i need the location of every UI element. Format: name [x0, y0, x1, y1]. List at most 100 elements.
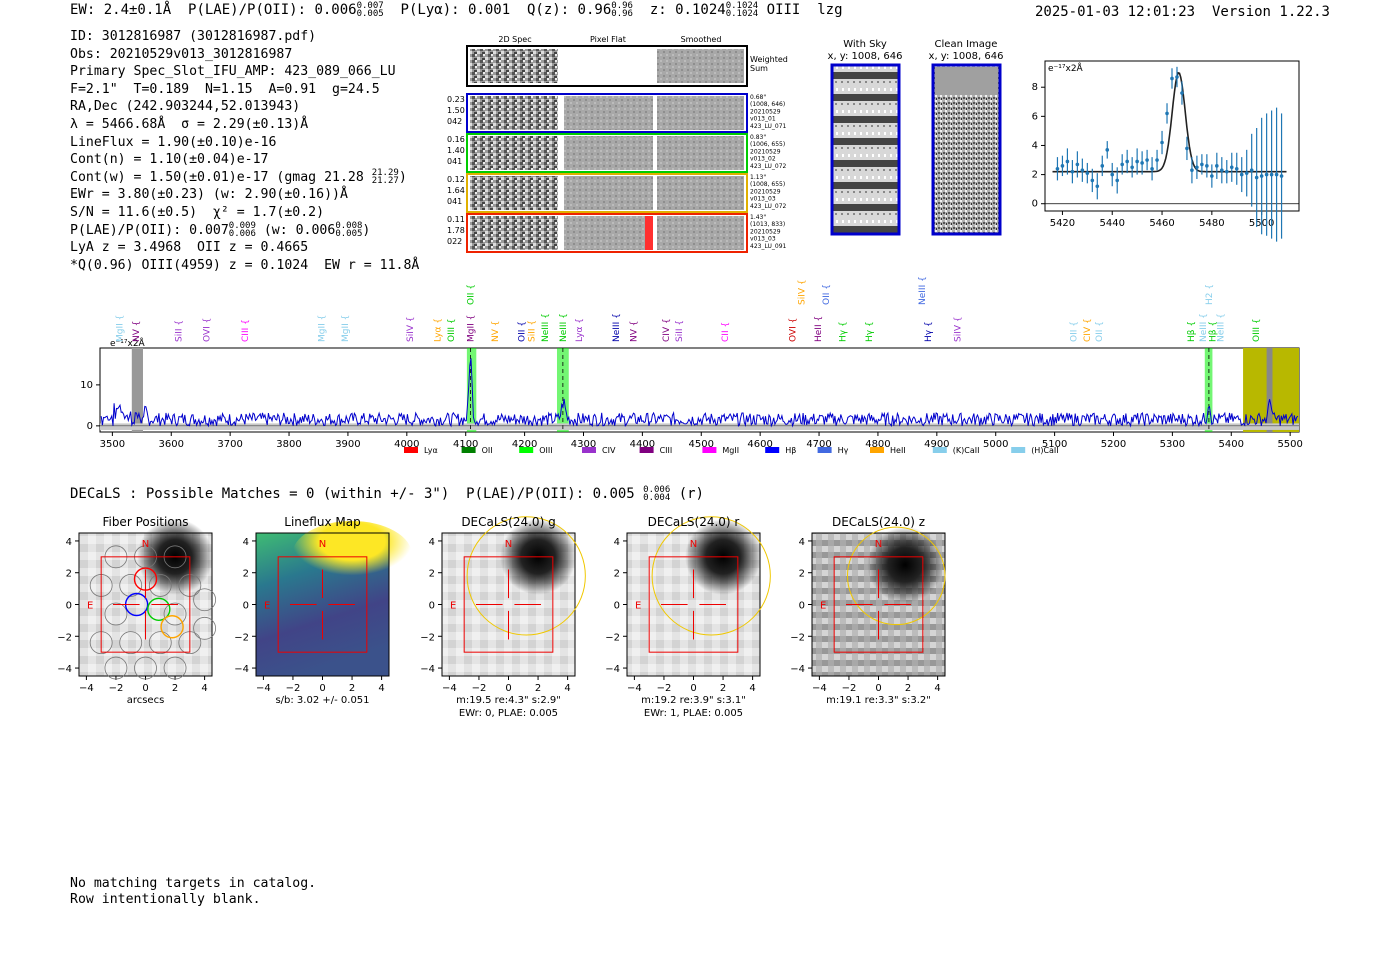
timestamp: 2025-01-03 12:01:23: [1034, 4, 1196, 20]
decals-caption: m:19.5 re:4.3" s:2.9": [456, 695, 561, 706]
info-params: F=2.1" T=0.189 N=1.15 A=0.91 g=24.5: [70, 81, 380, 97]
spectrum-xtick-label: 5100: [1042, 439, 1067, 450]
info-radec: RA,Dec (242.903244,52.013943): [70, 99, 301, 115]
header-q-sub: 0.96: [611, 9, 633, 19]
decals-ytick-label: −4: [605, 664, 620, 675]
decals-xtick-label: −4: [256, 683, 271, 694]
cutout-smoothed: [657, 136, 744, 170]
decals-xtick-label: −2: [109, 683, 124, 694]
cutout-right-label: (1013, 833): [750, 221, 785, 228]
line-fit-point: [1070, 169, 1075, 174]
cutout-right-label: 1.13": [750, 174, 766, 181]
line-fit-point: [1075, 162, 1080, 167]
decals-ytick-label: 2: [429, 569, 435, 580]
header-q: Q(z): 0.96: [526, 2, 612, 18]
line-fit-point: [1220, 168, 1224, 173]
spectrum-xtick-label: 3500: [100, 439, 125, 450]
legend-swatch: [639, 447, 654, 453]
decals-panel: −4 −4 −2 −2 0 0 2 2 4 4 N E Lineflux Map s/b: 3.02 +/…: [234, 515, 413, 706]
decals-xtick-label: 0: [505, 683, 511, 694]
decals-caption-2: EWr: 0, PLAE: 0.005: [459, 708, 558, 719]
cutout-right-label: 423_LU_071: [750, 123, 787, 130]
legend-swatch: [932, 447, 947, 453]
spectrum-line-label: CIV {: [662, 318, 672, 342]
spectrum-xtick-label: 5500: [1277, 439, 1302, 450]
sky-images: With Sky x, y: 1008, 646 Clean Image x, …: [828, 39, 1004, 236]
search-box: [463, 556, 554, 653]
spectrum-line-label: OII {: [466, 284, 476, 305]
header-ew: EW: 2.4±0.1Å: [70, 2, 172, 18]
decals-xtick-label: 2: [535, 683, 541, 694]
line-fit-point: [1180, 91, 1184, 95]
fiber-outline: [119, 631, 143, 655]
line-fit-point: [1065, 159, 1070, 164]
decals-panel-title: DECaLS(24.0) z: [832, 515, 925, 529]
line-fit-point: [1125, 159, 1129, 164]
legend-swatch: [404, 447, 418, 453]
decals-xtick-label: 4: [378, 683, 384, 694]
spectrum-line-label: OII {: [1095, 321, 1105, 342]
line-fit-point: [1140, 161, 1144, 165]
line-fit-point: [1195, 165, 1199, 170]
lineflux-hotspot: [292, 521, 413, 589]
line-fit-point: [1080, 168, 1085, 173]
decals-xtick-label: 0: [319, 683, 325, 694]
north-label: N: [142, 539, 149, 550]
cutout-left-label: 042: [447, 117, 462, 126]
line-fit-point: [1264, 172, 1269, 177]
header-q-sup: 0.96: [611, 1, 633, 11]
spectrum-bad-region: [131, 348, 143, 432]
legend-label: Lyα: [424, 446, 438, 455]
line-fit-point: [1095, 184, 1100, 189]
line-fit-point: [1190, 168, 1194, 173]
spectrum-line-label: NeIII {: [918, 276, 928, 305]
line-fit-xtick-label: 5420: [1050, 218, 1075, 229]
header-z-sub: 0.1024: [725, 9, 759, 19]
line-fit-point: [1145, 158, 1149, 162]
east-label: E: [87, 601, 93, 612]
spectrum-bad-region: [1266, 348, 1273, 432]
decals-xtick-label: 2: [720, 683, 726, 694]
spectrum-ytick-label: 0: [87, 421, 93, 432]
info-id: ID: 3012816987 (3012816987.pdf): [70, 29, 317, 44]
decals-panel: −4 −4 −2 −2 0 0 2 2 4 4 N E DECaLS(24.0) z m:19.1 re:…: [790, 515, 946, 706]
weighted-sum-2d: [470, 49, 558, 83]
cutout-2d-spec: [470, 96, 558, 130]
decals-ytick-label: 0: [799, 601, 805, 612]
info-plae-sub: 0.006: [228, 228, 256, 239]
cutout-right-label: v013_01: [750, 116, 776, 123]
decals-panel-title: Fiber Positions: [102, 515, 188, 529]
line-fit-unit: e⁻¹⁷x2Å: [1048, 62, 1084, 74]
spectrum-xtick-label: 4000: [394, 439, 419, 450]
clean-image-coords: x, y: 1008, 646: [929, 51, 1004, 62]
decals-xtick-label: 4: [564, 683, 570, 694]
cutout-right-label: 20210529: [750, 148, 781, 155]
decals-panel-title: DECaLS(24.0) r: [648, 515, 740, 529]
decals-title-sup: 0.006: [643, 485, 671, 495]
cutout-right-label: 0.83": [750, 134, 766, 141]
info-plae-w: (w: 0.006: [263, 222, 336, 238]
spectrum-line-label: OII {: [518, 321, 528, 342]
info-plae: P(LAE)/P(OII): 0.0070.009 0.006 (w: 0.006…: [70, 220, 371, 239]
line-fit-point: [1269, 172, 1274, 177]
spectrum-xtick-label: 4300: [571, 439, 596, 450]
cutout-2d-spec: [470, 136, 558, 170]
info-obs: Obs: 20210529v013_3012816987: [70, 46, 293, 62]
info-sn: S/N = 11.6(±0.5) χ² = 1.7(±0.2): [70, 204, 325, 220]
legend-label: HeII: [890, 446, 906, 455]
spectrum-line-label: H2 {: [1205, 284, 1215, 305]
full-spectrum-plot: e⁻¹⁷x2Å 3500 3600 3700 3800 3900 4000 4100 4200…: [80, 276, 1303, 455]
fiber-outline: [104, 656, 128, 680]
line-fit-point: [1239, 172, 1244, 177]
legend-swatch: [519, 447, 534, 453]
line-fit-point: [1200, 162, 1204, 167]
cutout-left-label: 0.12: [447, 175, 465, 184]
decals-ytick-label: 0: [614, 601, 620, 612]
spectrum-line-label: NeIII {: [1199, 313, 1209, 342]
spectrum-line-label: Hγ {: [924, 321, 934, 342]
decals-ytick-label: 0: [243, 601, 249, 612]
spectrum-xtick-label: 3900: [335, 439, 360, 450]
cutout-left-label: 041: [447, 157, 462, 166]
decals-title: DECaLS : Possible Matches = 0 (within +/…: [70, 485, 704, 503]
